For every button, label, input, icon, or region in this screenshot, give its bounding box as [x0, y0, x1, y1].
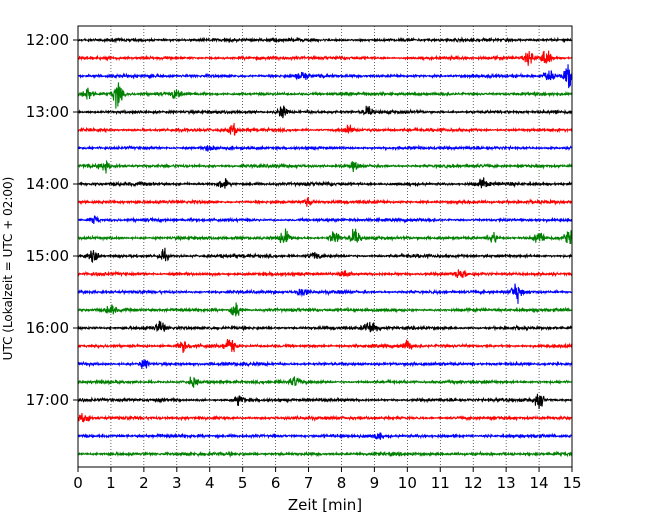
y-tick-label: 17:00 [26, 391, 69, 409]
x-axis-label: Zeit [min] [288, 496, 362, 514]
y-axis-label: UTC (Lokalzeit = UTC + 02:00) [1, 177, 15, 361]
trace-1530 [77, 283, 573, 304]
trace-1415 [77, 197, 573, 207]
y-tick-label: 14:00 [26, 175, 69, 193]
x-tick-label: 11 [431, 474, 450, 492]
x-tick-label: 4 [205, 474, 215, 492]
trace-1745 [77, 450, 573, 458]
x-tick-label: 14 [530, 474, 549, 492]
trace-1630 [77, 358, 573, 370]
x-tick-label: 3 [172, 474, 182, 492]
trace-1300 [77, 105, 573, 119]
trace-1600 [77, 320, 573, 333]
trace-1345 [77, 159, 573, 174]
y-tick-label: 15:00 [26, 247, 69, 265]
y-tick-label: 13:00 [26, 103, 69, 121]
trace-1230 [77, 64, 573, 89]
trace-1515 [77, 269, 573, 279]
trace-1445 [77, 228, 573, 245]
trace-1245 [77, 82, 573, 109]
x-tick-label: 6 [271, 474, 281, 492]
trace-1615 [77, 338, 573, 353]
x-tick-label: 15 [562, 474, 581, 492]
x-tick-label: 9 [370, 474, 380, 492]
y-axis-ticks: 12:00 13:00 14:00 15:00 16:00 17:00 [26, 31, 78, 409]
trace-1645 [77, 376, 573, 388]
trace-1545 [77, 302, 573, 317]
x-axis-ticks: 0 1 2 3 4 5 6 7 8 9 10 11 12 13 14 15 [73, 467, 582, 492]
trace-1200 [77, 36, 573, 44]
x-tick-label: 2 [139, 474, 149, 492]
trace-1700 [77, 393, 573, 410]
x-tick-label: 0 [73, 474, 83, 492]
x-tick-label: 8 [337, 474, 347, 492]
x-tick-label: 12 [464, 474, 483, 492]
trace-1500 [77, 247, 573, 263]
trace-1400 [77, 177, 573, 189]
x-tick-label: 10 [398, 474, 417, 492]
x-tick-label: 1 [106, 474, 116, 492]
trace-1330 [77, 144, 573, 152]
trace-1215 [77, 50, 573, 66]
y-tick-label: 16:00 [26, 319, 69, 337]
x-tick-label: 7 [304, 474, 314, 492]
trace-1730 [77, 432, 573, 440]
x-tick-label: 5 [238, 474, 248, 492]
plot-frame [77, 25, 573, 468]
y-tick-label: 12:00 [26, 31, 69, 49]
x-tick-label: 13 [497, 474, 516, 492]
trace-1315 [77, 122, 573, 136]
trace-1715 [77, 413, 573, 423]
seismogram-traces [77, 36, 573, 458]
trace-1430 [77, 214, 573, 224]
